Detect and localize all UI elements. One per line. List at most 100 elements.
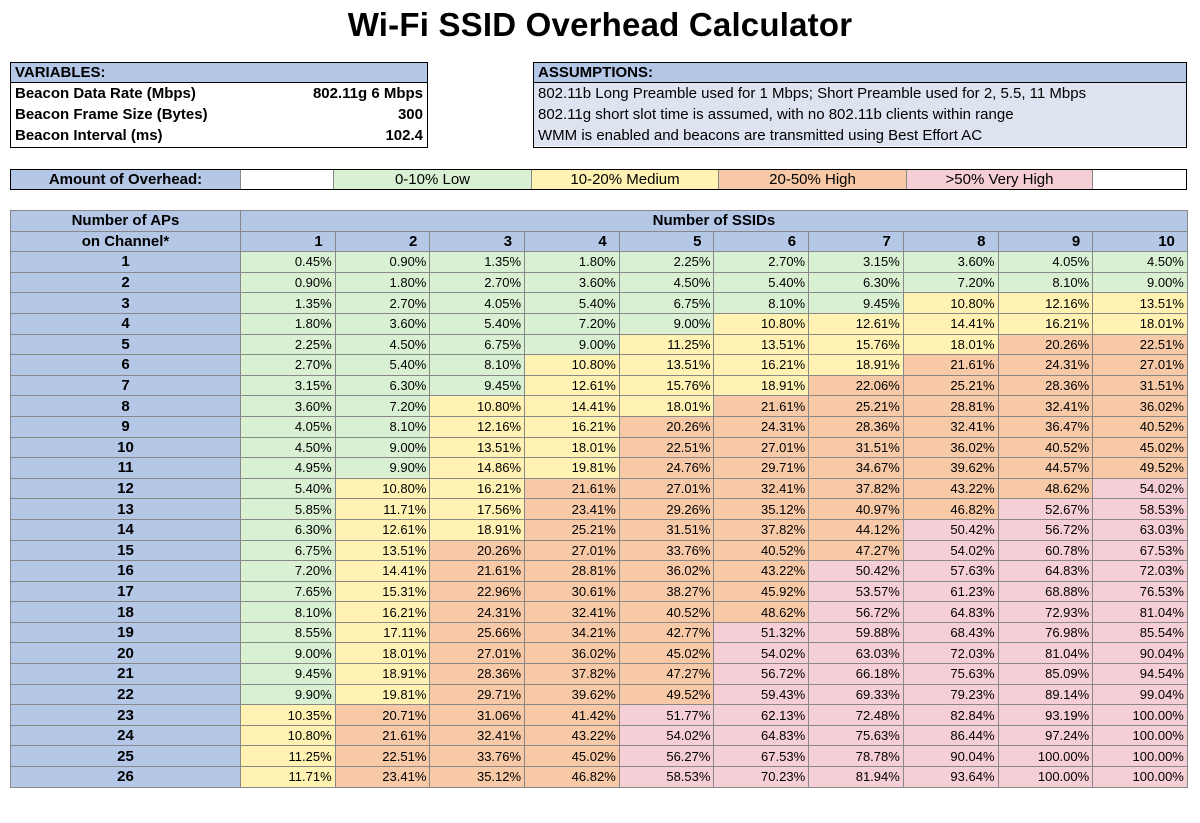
- overhead-cell[interactable]: 10.80%: [524, 354, 620, 376]
- overhead-cell[interactable]: 63.03%: [1092, 518, 1188, 541]
- overhead-cell[interactable]: 3.15%: [808, 251, 904, 273]
- overhead-cell[interactable]: 21.61%: [902, 354, 999, 376]
- overhead-cell[interactable]: 61.23%: [902, 580, 999, 603]
- overhead-cell[interactable]: 29.71%: [429, 683, 526, 706]
- overhead-cell[interactable]: 33.76%: [618, 539, 715, 562]
- overhead-cell[interactable]: 7.20%: [902, 271, 999, 294]
- overhead-cell[interactable]: 48.62%: [713, 601, 810, 623]
- overhead-cell[interactable]: 36.02%: [1092, 395, 1188, 417]
- overhead-cell[interactable]: 31.51%: [1092, 374, 1188, 397]
- overhead-cell[interactable]: 9.00%: [524, 333, 620, 356]
- overhead-cell[interactable]: 44.57%: [997, 457, 1094, 479]
- overhead-cell[interactable]: 43.22%: [713, 560, 810, 582]
- overhead-cell[interactable]: 46.82%: [902, 498, 999, 520]
- overhead-cell[interactable]: 1.80%: [334, 271, 431, 294]
- overhead-cell[interactable]: 9.45%: [808, 292, 904, 314]
- overhead-cell[interactable]: 100.00%: [1092, 704, 1188, 726]
- overhead-cell[interactable]: 3.60%: [902, 251, 999, 273]
- overhead-cell[interactable]: 40.52%: [618, 601, 715, 623]
- overhead-cell[interactable]: 2.70%: [429, 271, 526, 294]
- overhead-cell[interactable]: 6.30%: [240, 518, 336, 541]
- overhead-cell[interactable]: 28.81%: [524, 560, 620, 582]
- overhead-cell[interactable]: 1.80%: [524, 251, 620, 273]
- overhead-cell[interactable]: 20.26%: [997, 333, 1094, 356]
- overhead-cell[interactable]: 75.63%: [808, 724, 904, 747]
- overhead-cell[interactable]: 68.88%: [997, 580, 1094, 603]
- overhead-cell[interactable]: 36.02%: [902, 436, 999, 459]
- overhead-cell[interactable]: 14.41%: [524, 395, 620, 417]
- overhead-cell[interactable]: 25.66%: [429, 621, 526, 644]
- overhead-cell[interactable]: 75.63%: [902, 663, 999, 685]
- overhead-cell[interactable]: 10.35%: [240, 704, 336, 726]
- overhead-cell[interactable]: 4.50%: [334, 333, 431, 356]
- overhead-cell[interactable]: 34.67%: [808, 457, 904, 479]
- overhead-cell[interactable]: 56.72%: [808, 601, 904, 623]
- overhead-cell[interactable]: 45.02%: [524, 745, 620, 768]
- overhead-cell[interactable]: 35.12%: [429, 766, 526, 788]
- overhead-cell[interactable]: 5.40%: [334, 354, 431, 376]
- overhead-cell[interactable]: 24.31%: [429, 601, 526, 623]
- overhead-cell[interactable]: 9.45%: [240, 663, 336, 685]
- overhead-cell[interactable]: 4.50%: [618, 271, 715, 294]
- overhead-cell[interactable]: 31.06%: [429, 704, 526, 726]
- overhead-cell[interactable]: 32.41%: [429, 724, 526, 747]
- overhead-cell[interactable]: 17.56%: [429, 498, 526, 520]
- overhead-cell[interactable]: 69.33%: [808, 683, 904, 706]
- overhead-cell[interactable]: 18.01%: [334, 642, 431, 665]
- overhead-cell[interactable]: 16.21%: [429, 477, 526, 500]
- overhead-cell[interactable]: 13.51%: [618, 354, 715, 376]
- overhead-cell[interactable]: 3.60%: [334, 312, 431, 335]
- overhead-cell[interactable]: 11.25%: [240, 745, 336, 768]
- overhead-cell[interactable]: 86.44%: [902, 724, 999, 747]
- overhead-cell[interactable]: 100.00%: [1092, 724, 1188, 747]
- overhead-cell[interactable]: 4.05%: [429, 292, 526, 314]
- overhead-cell[interactable]: 9.90%: [334, 457, 431, 479]
- overhead-cell[interactable]: 78.78%: [808, 745, 904, 768]
- overhead-cell[interactable]: 7.20%: [240, 560, 336, 582]
- overhead-cell[interactable]: 3.15%: [240, 374, 336, 397]
- overhead-cell[interactable]: 10.80%: [713, 312, 810, 335]
- overhead-cell[interactable]: 93.19%: [997, 704, 1094, 726]
- overhead-cell[interactable]: 20.26%: [618, 415, 715, 438]
- variable-value[interactable]: 300: [397, 106, 423, 123]
- overhead-cell[interactable]: 62.13%: [713, 704, 810, 726]
- overhead-cell[interactable]: 28.36%: [808, 415, 904, 438]
- overhead-cell[interactable]: 4.50%: [240, 436, 336, 459]
- overhead-cell[interactable]: 8.10%: [240, 601, 336, 623]
- overhead-cell[interactable]: 27.01%: [429, 642, 526, 665]
- overhead-cell[interactable]: 16.21%: [997, 312, 1094, 335]
- overhead-cell[interactable]: 51.77%: [618, 704, 715, 726]
- overhead-cell[interactable]: 90.04%: [1092, 642, 1188, 665]
- overhead-cell[interactable]: 54.02%: [902, 539, 999, 562]
- overhead-cell[interactable]: 16.21%: [713, 354, 810, 376]
- overhead-cell[interactable]: 54.02%: [713, 642, 810, 665]
- overhead-cell[interactable]: 8.10%: [997, 271, 1094, 294]
- overhead-cell[interactable]: 12.61%: [334, 518, 431, 541]
- variable-value[interactable]: 802.11g 6 Mbps: [312, 85, 423, 102]
- overhead-cell[interactable]: 14.41%: [902, 312, 999, 335]
- overhead-cell[interactable]: 49.52%: [618, 683, 715, 706]
- overhead-cell[interactable]: 7.20%: [334, 395, 431, 417]
- overhead-cell[interactable]: 22.51%: [334, 745, 431, 768]
- overhead-cell[interactable]: 46.82%: [524, 766, 620, 788]
- overhead-cell[interactable]: 64.83%: [902, 601, 999, 623]
- overhead-cell[interactable]: 9.45%: [429, 374, 526, 397]
- overhead-cell[interactable]: 85.09%: [997, 663, 1094, 685]
- overhead-cell[interactable]: 21.61%: [429, 560, 526, 582]
- overhead-cell[interactable]: 9.90%: [240, 683, 336, 706]
- overhead-cell[interactable]: 23.41%: [524, 498, 620, 520]
- overhead-cell[interactable]: 51.32%: [713, 621, 810, 644]
- overhead-cell[interactable]: 2.70%: [240, 354, 336, 376]
- overhead-cell[interactable]: 47.27%: [808, 539, 904, 562]
- overhead-cell[interactable]: 94.54%: [1092, 663, 1188, 685]
- overhead-cell[interactable]: 6.75%: [618, 292, 715, 314]
- overhead-cell[interactable]: 90.04%: [902, 745, 999, 768]
- overhead-cell[interactable]: 56.27%: [618, 745, 715, 768]
- overhead-cell[interactable]: 13.51%: [334, 539, 431, 562]
- overhead-cell[interactable]: 24.31%: [997, 354, 1094, 376]
- overhead-cell[interactable]: 35.12%: [713, 498, 810, 520]
- overhead-cell[interactable]: 18.01%: [902, 333, 999, 356]
- overhead-cell[interactable]: 22.51%: [1092, 333, 1188, 356]
- overhead-cell[interactable]: 12.61%: [524, 374, 620, 397]
- overhead-cell[interactable]: 40.97%: [808, 498, 904, 520]
